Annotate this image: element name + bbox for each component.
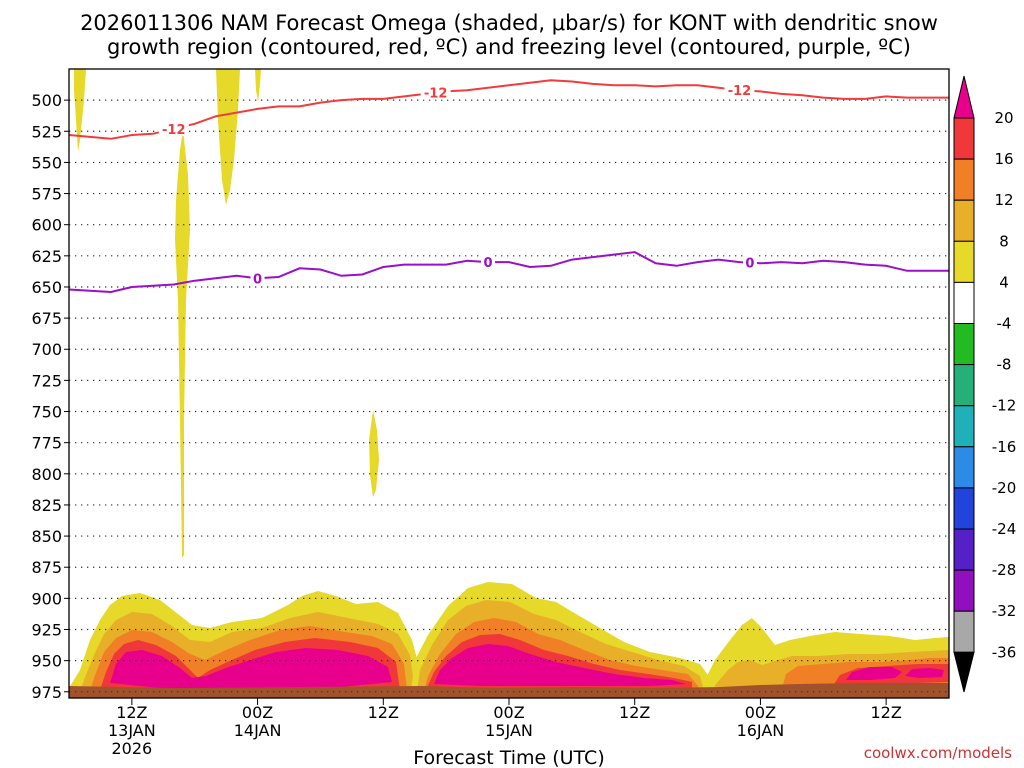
colorbar-swatch	[953, 528, 975, 571]
surface-terrain	[69, 683, 949, 698]
contour-label: 0	[484, 256, 493, 271]
x-tick-label: 00Z	[493, 703, 524, 722]
contours	[69, 79, 949, 294]
colorbar-swatch	[953, 610, 975, 653]
y-tick-label: 650	[31, 278, 62, 297]
y-axis: 500 525 550 575 600 625 650 675 700 725 750 775 800 8…	[31, 91, 69, 702]
colorbar-label: -8	[997, 356, 1012, 374]
colorbar-swatch	[953, 75, 975, 119]
contour-label-bg	[158, 120, 189, 136]
dgz-isotherm-line	[69, 79, 949, 140]
y-tick-label: 600	[31, 216, 62, 235]
contour-label: 0	[253, 272, 262, 287]
contour-label-bg	[742, 254, 757, 270]
y-tick-label: 950	[31, 652, 62, 671]
omega-streak	[216, 69, 240, 205]
colorbar-swatch	[953, 323, 975, 366]
colorbar: 20 16 12 8 4 -4 -8 -12 -16 -20 -24 -28 -32 -36	[953, 75, 1017, 693]
omega-streak	[175, 130, 190, 558]
colorbar-swatch	[953, 651, 975, 693]
colorbar-label: 4	[999, 273, 1009, 291]
omega-band-20plus	[110, 648, 392, 690]
colorbar-swatch	[953, 281, 975, 324]
colorbar-label: -16	[992, 438, 1017, 456]
y-tick-label: 850	[31, 527, 62, 546]
omega-shading	[69, 69, 949, 698]
x-tick-label: 13JAN	[108, 721, 156, 740]
contour-labels: -12 -12 -12 0 0 0	[158, 82, 757, 287]
colorbar-label: -32	[992, 602, 1017, 620]
colorbar-label: -28	[992, 561, 1017, 579]
omega-band-20plus	[846, 667, 902, 680]
x-tick-label: 15JAN	[485, 721, 533, 740]
x-tick-label: 2026	[111, 739, 152, 758]
omega-band-20plus	[434, 644, 686, 686]
colorbar-label: 20	[994, 109, 1013, 127]
colorbar-label: -20	[992, 479, 1017, 497]
x-tick-label: 12Z	[870, 703, 901, 722]
colorbar-swatch	[953, 117, 975, 160]
omega-streak	[74, 69, 86, 152]
colorbar-swatch	[953, 569, 975, 612]
y-tick-label: 875	[31, 558, 62, 577]
x-tick-label: 00Z	[745, 703, 776, 722]
y-tick-label: 800	[31, 465, 62, 484]
y-tick-label: 500	[31, 91, 62, 110]
contour-label-bg	[724, 82, 755, 98]
contour-label-bg	[420, 84, 451, 100]
y-tick-label: 675	[31, 309, 62, 328]
x-tick-label: 14JAN	[234, 721, 282, 740]
x-tick-label: 12Z	[368, 703, 399, 722]
y-tick-label: 550	[31, 153, 62, 172]
contour-label: -12	[728, 84, 752, 99]
y-tick-label: 925	[31, 620, 62, 639]
credit-text: coolwx.com/models	[864, 744, 1012, 762]
y-tick-label: 975	[31, 683, 62, 702]
y-tick-label: 900	[31, 589, 62, 608]
colorbar-label: 16	[994, 150, 1013, 168]
x-tick-label: 16JAN	[737, 721, 785, 740]
colorbar-swatch	[953, 405, 975, 448]
colorbar-swatch	[953, 446, 975, 489]
colorbar-label: -24	[992, 520, 1017, 538]
x-axis-label: Forecast Time (UTC)	[413, 747, 604, 768]
colorbar-swatch	[953, 364, 975, 407]
freezing-level-line	[69, 251, 949, 294]
y-tick-label: 725	[31, 371, 62, 390]
colorbar-label: -4	[997, 315, 1012, 333]
contour-label-bg	[250, 270, 265, 286]
omega-streak	[255, 69, 261, 102]
y-tick-label: 525	[31, 122, 62, 141]
contour-label: -12	[162, 123, 186, 138]
chart-title-line1: 2026011306 NAM Forecast Omega (shaded, μ…	[80, 11, 938, 35]
contour-label: 0	[745, 257, 754, 272]
colorbar-swatch	[953, 199, 975, 242]
colorbar-label: 12	[994, 191, 1013, 209]
contour-label: -12	[424, 87, 448, 102]
x-tick-label: 12Z	[619, 703, 650, 722]
contour-label-bg	[481, 254, 496, 270]
y-tick-label: 700	[31, 340, 62, 359]
y-tick-label: 575	[31, 185, 62, 204]
y-tick-label: 625	[31, 247, 62, 266]
colorbar-swatch	[953, 240, 975, 283]
colorbar-label: 8	[999, 232, 1009, 250]
colorbar-label: -12	[992, 397, 1017, 415]
x-tick-label: 00Z	[242, 703, 273, 722]
colorbar-label: -36	[992, 643, 1017, 661]
y-tick-label: 750	[31, 403, 62, 422]
y-tick-label: 775	[31, 434, 62, 453]
omega-cell	[369, 410, 379, 497]
y-tick-label: 825	[31, 496, 62, 515]
chart-title-line2: growth region (contoured, red, ºC) and f…	[107, 35, 911, 59]
omega-band-20plus	[905, 668, 944, 678]
x-tick-label: 12Z	[116, 703, 147, 722]
colorbar-swatch	[953, 487, 975, 530]
colorbar-swatch	[953, 158, 975, 201]
